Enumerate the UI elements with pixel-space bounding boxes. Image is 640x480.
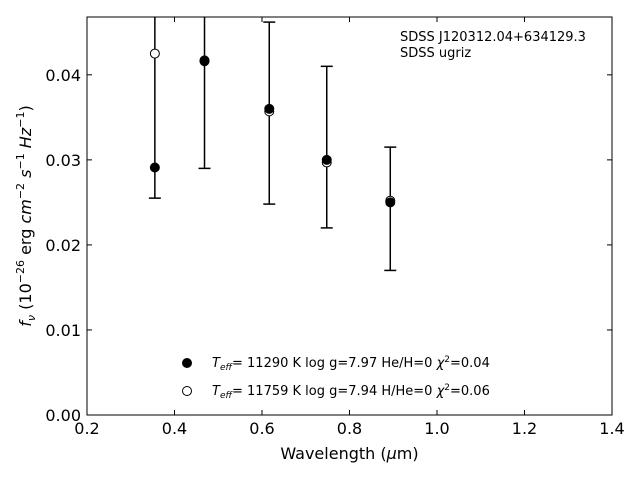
x-tick-label: 0.2 <box>74 419 99 438</box>
y-tick-label: 0.01 <box>45 321 81 340</box>
y-tick-label: 0.03 <box>45 151 81 170</box>
x-tick-label: 0.8 <box>337 419 362 438</box>
data-point-filled <box>264 103 275 114</box>
x-tick-label: 1.0 <box>424 419 449 438</box>
x-tick-label: 0.4 <box>162 419 187 438</box>
legend-label-filled: Teff= 11290 K log g=7.97 He/H=0 χ2=0.04 <box>212 355 490 373</box>
x-axis-label: Wavelength (μm) <box>280 444 418 463</box>
data-point-filled <box>385 197 396 208</box>
data-layer <box>148 17 397 272</box>
y-axis: 0.00 0.01 0.02 0.03 0.04 <box>45 66 612 425</box>
plot-area <box>86 16 613 416</box>
legend-marker-filled <box>182 358 192 368</box>
x-tick-label: 1.4 <box>599 419 624 438</box>
y-tick-label: 0.02 <box>45 236 81 255</box>
data-point-filled <box>321 154 332 165</box>
x-tick-label: 1.2 <box>512 419 537 438</box>
legend: Teff= 11290 K log g=7.97 He/H=0 χ2=0.04 … <box>182 355 490 401</box>
x-tick-label: 0.6 <box>249 419 274 438</box>
x-axis: 0.2 0.4 0.6 0.8 1.0 1.2 1.4 <box>74 17 625 438</box>
data-point-filled <box>149 162 160 173</box>
legend-label-open: Teff= 11759 K log g=7.94 H/He=0 χ2=0.06 <box>212 383 490 401</box>
legend-marker-open <box>182 386 192 396</box>
annotation-filters: SDSS ugriz <box>400 46 471 61</box>
data-point-open <box>149 48 160 59</box>
data-point-filled <box>199 56 210 67</box>
y-tick-label: 0.00 <box>45 406 81 425</box>
annotation-object: SDSS J120312.04+634129.3 <box>400 30 586 45</box>
y-tick-label: 0.04 <box>45 66 81 85</box>
y-axis-label: fν (10−26 erg cm−2 s−1 Hz−1) <box>14 105 38 326</box>
